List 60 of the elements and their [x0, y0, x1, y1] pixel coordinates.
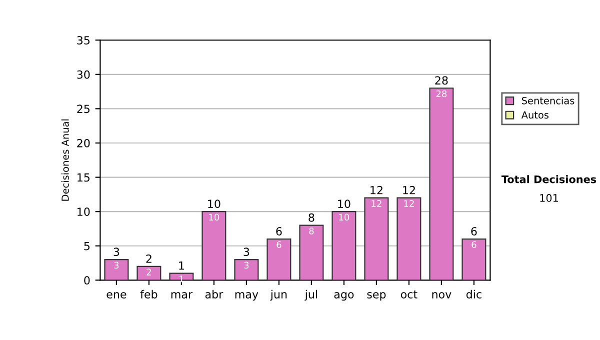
bar	[202, 211, 226, 280]
y-tick-label: 20	[77, 138, 90, 148]
bar	[234, 259, 259, 280]
legend-label: Sentencias	[522, 96, 574, 104]
total-label: 10	[338, 200, 350, 208]
x-tick-label: jun	[270, 290, 287, 301]
data-label: 8	[309, 228, 314, 234]
y-tick-label: 15	[78, 173, 90, 182]
x-tick-label: oct	[400, 290, 418, 298]
data-label: 28	[436, 90, 447, 98]
total-label: 6	[471, 227, 477, 236]
data-label: 3	[114, 262, 119, 269]
data-label: 12	[372, 200, 382, 207]
total-label: 1	[179, 262, 184, 270]
total-label: 3	[244, 248, 250, 256]
data-label: 3	[244, 262, 249, 269]
y-tick-label: 5	[84, 242, 90, 250]
text: Total Decisiones	[501, 175, 596, 184]
y-tick-label: 0	[84, 276, 90, 285]
x-tick-label: feb	[140, 290, 158, 298]
bar	[104, 259, 129, 280]
bar	[462, 238, 486, 280]
data-label: 2	[146, 268, 151, 276]
x-tick-label: sep	[367, 292, 386, 301]
legend-label: Autos	[521, 111, 549, 119]
y-tick-label: 30	[77, 70, 90, 79]
y-tick-label: 10	[78, 208, 90, 216]
total-label: 12	[370, 186, 382, 194]
total-label: 28	[435, 76, 448, 85]
x-tick-label: nov	[432, 292, 452, 298]
total-label: 8	[308, 213, 314, 222]
x-tick-label: dic	[466, 290, 482, 298]
y-tick-label: 25	[77, 104, 90, 114]
data-label: 6	[472, 241, 476, 248]
bar	[429, 88, 454, 280]
data-label: 6	[276, 241, 282, 248]
total-label: 2	[146, 254, 152, 263]
total-label: 10	[208, 200, 220, 208]
bar	[266, 238, 292, 280]
x-tick-label: jul	[304, 290, 318, 301]
bar	[299, 224, 324, 280]
data-label: 12	[404, 200, 414, 207]
x-tick-label: may	[235, 292, 258, 301]
total-label: 3	[114, 248, 120, 256]
bar	[136, 266, 162, 280]
bar	[332, 211, 356, 280]
data-label: 10	[339, 214, 350, 221]
x-tick-label: abr	[205, 290, 224, 298]
bar	[364, 197, 389, 280]
y-tick-label: 35	[77, 36, 90, 44]
x-tick-label: mar	[171, 292, 193, 298]
x-tick-label: ago	[334, 292, 354, 301]
total-label: 6	[276, 227, 282, 236]
total-label: 12	[403, 186, 415, 194]
bar	[169, 272, 194, 280]
x-tick-label: ene	[106, 292, 126, 298]
bar	[396, 197, 422, 280]
text: 101	[540, 194, 558, 202]
y-axis-title: Decisiones Anual	[61, 119, 69, 201]
data-label: 10	[209, 214, 220, 221]
